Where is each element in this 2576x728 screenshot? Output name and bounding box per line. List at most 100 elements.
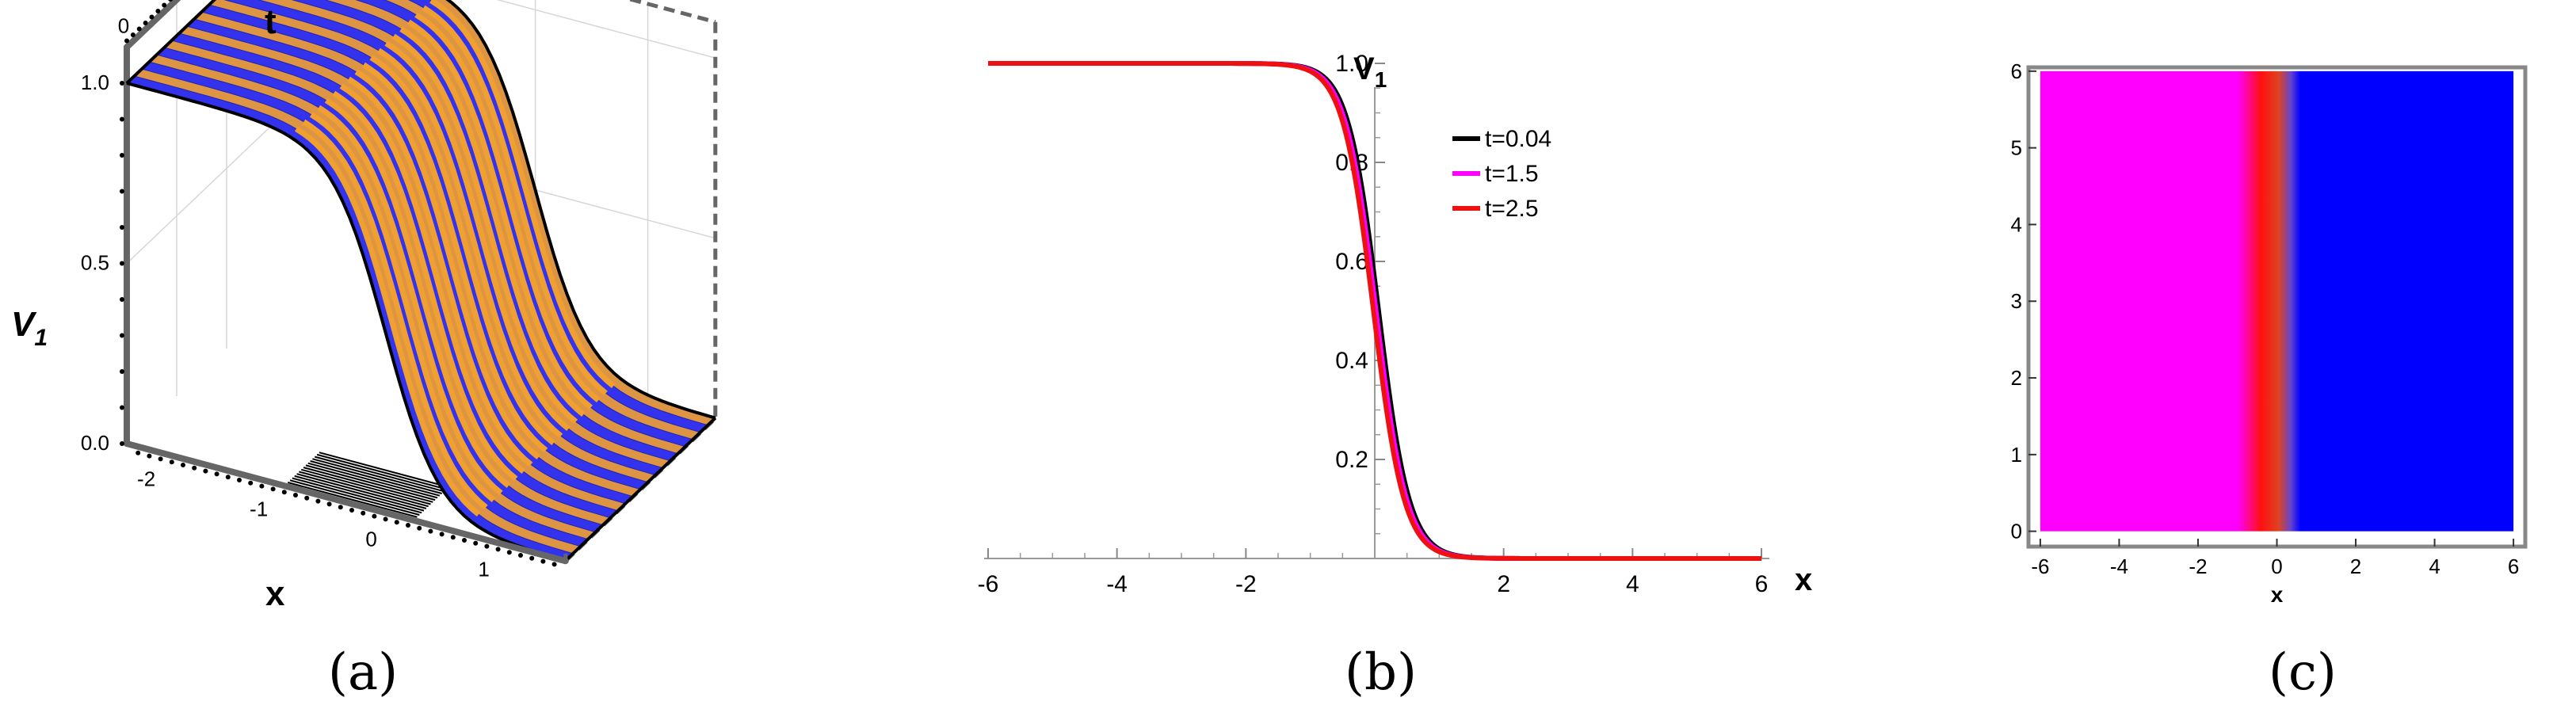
t-tick xyxy=(155,9,161,13)
x-tick xyxy=(315,498,321,504)
panel-c-caption: (c) xyxy=(2269,643,2337,702)
surface-edge-side xyxy=(125,0,217,85)
x-tick xyxy=(169,459,174,465)
x-tick xyxy=(214,471,219,477)
y-axis-label-sub: 1 xyxy=(1375,67,1387,92)
x-tick-label: -2 xyxy=(1235,571,1257,597)
x-tick-label: -4 xyxy=(1106,571,1128,597)
floor-contour xyxy=(316,453,447,490)
z-tick xyxy=(120,189,124,194)
legend-label: t=2.5 xyxy=(1485,196,1539,222)
x-tick xyxy=(383,516,388,522)
x-tick xyxy=(248,480,254,486)
x-tick-label: 4 xyxy=(2429,555,2440,578)
bounding-box-front xyxy=(124,440,569,565)
x-tick xyxy=(338,505,343,510)
x-tick xyxy=(304,495,310,501)
y-axis-label-main: V xyxy=(1353,51,1375,86)
x-tick xyxy=(439,532,445,537)
floor-contour xyxy=(289,479,420,516)
panel-a-surface-plot: 0.00.51.0-2-1010246 t V1 x (a) xyxy=(0,0,792,728)
y-tick-label: 3 xyxy=(2011,289,2022,313)
x-tick xyxy=(506,550,512,555)
x-tick xyxy=(394,520,399,525)
floor-contour xyxy=(287,482,418,518)
y-tick-label: 2 xyxy=(2011,366,2022,390)
floor-contour xyxy=(296,473,427,509)
surface-ridge xyxy=(362,62,548,452)
x-tick xyxy=(135,450,141,455)
x-tick xyxy=(349,508,354,513)
legend-label: t=1.5 xyxy=(1485,161,1539,187)
t-axis-label: t xyxy=(265,2,277,41)
surface-ridge xyxy=(399,26,586,417)
x-tick-label: -1 xyxy=(250,497,268,520)
surface xyxy=(125,0,717,562)
x-tick-label: 0 xyxy=(2271,555,2282,578)
x-tick-label: 6 xyxy=(1755,571,1769,597)
surface-ridge xyxy=(406,19,593,410)
floor-contour xyxy=(292,477,422,514)
z-axis-label-main: V xyxy=(11,305,37,344)
panel-b-caption: (b) xyxy=(1345,643,1417,702)
x-axis-label: x xyxy=(265,574,285,613)
y-tick-label: 5 xyxy=(2011,136,2022,160)
box-edge xyxy=(124,0,181,51)
bounding-box-back xyxy=(124,0,718,563)
t-tick xyxy=(168,0,173,2)
x-tick xyxy=(147,453,152,459)
axis-ticks: -6 -4 -2 0 2 4 6 0 1 2 3 4 5 6 xyxy=(2011,59,2520,578)
x-axis-label: x xyxy=(1795,562,1812,597)
floor-contour xyxy=(299,471,429,508)
series-lines xyxy=(988,61,1761,561)
z-tick xyxy=(120,369,124,374)
surface-edge-front xyxy=(126,82,567,562)
x-tick-label: -6 xyxy=(978,571,999,597)
y-tick-label: 1 xyxy=(2011,443,2022,467)
x-tick-label: 1 xyxy=(478,557,489,581)
back-gridline xyxy=(496,0,716,59)
x-tick xyxy=(372,513,377,519)
floor-contour xyxy=(312,458,442,494)
x-tick-label: 0 xyxy=(365,527,376,551)
floor-contour xyxy=(319,452,449,488)
x-tick xyxy=(270,486,276,492)
x-tick xyxy=(326,501,332,507)
x-tick xyxy=(361,510,366,516)
line-plot-svg: -6 -4 -2 2 4 60.20.40.60.81.0 t=0.04t=1.5t=2.… xyxy=(978,51,1813,597)
x-tick xyxy=(192,465,197,471)
surface-ridge xyxy=(384,40,571,431)
panel-a-caption: (a) xyxy=(328,643,399,702)
series-line-t=2.5 xyxy=(988,61,1761,561)
surface-edge-back xyxy=(445,0,716,420)
floor-contour xyxy=(307,462,438,499)
x-axis-label: x xyxy=(2271,582,2284,607)
x-tick xyxy=(428,528,433,534)
z-tick xyxy=(120,153,124,158)
z-tick xyxy=(120,333,124,338)
surface-ridge xyxy=(376,48,563,438)
z-tick-label: 0.5 xyxy=(81,251,109,275)
y-tick-label: 0.2 xyxy=(1335,447,1368,473)
surface-ridge xyxy=(347,76,533,467)
surface-ridge xyxy=(391,33,578,424)
floor-contour xyxy=(294,475,425,512)
surface-ridge xyxy=(422,5,608,395)
surface-ridge xyxy=(429,0,616,388)
t-tick-label: 0 xyxy=(118,14,129,38)
surface-ridge xyxy=(354,69,540,459)
surface-ridge xyxy=(414,12,601,402)
surface-ridge xyxy=(294,126,481,516)
x-tick xyxy=(417,525,422,531)
heatmap-field xyxy=(2040,71,2514,532)
t-tick xyxy=(136,26,142,32)
floor-contour xyxy=(305,464,436,501)
x-tick xyxy=(406,523,410,528)
x-tick-label: -2 xyxy=(2189,555,2207,578)
floor-contour xyxy=(300,468,431,505)
x-tick xyxy=(259,483,265,489)
x-tick xyxy=(293,493,298,497)
surface-ridge xyxy=(302,119,488,509)
